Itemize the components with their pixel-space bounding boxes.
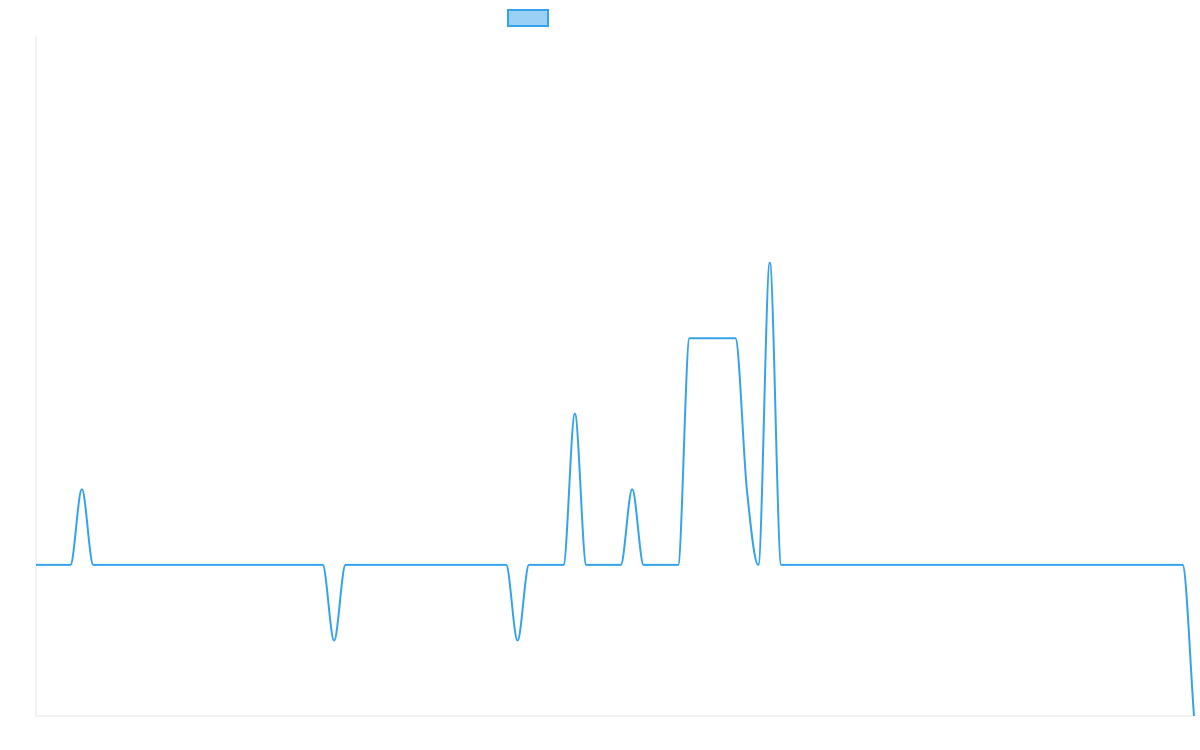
legend[interactable] <box>507 9 549 27</box>
legend-swatch[interactable] <box>507 9 549 27</box>
series-line <box>36 261 1195 717</box>
